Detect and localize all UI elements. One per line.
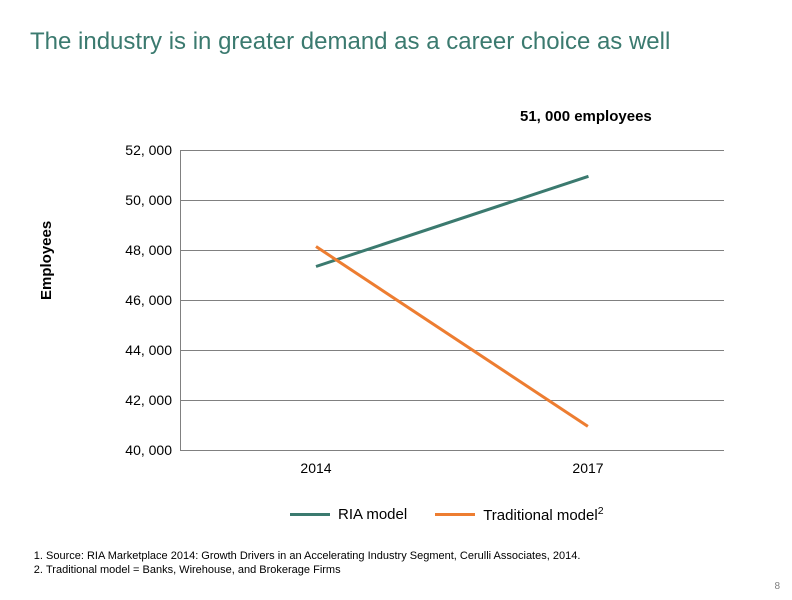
gridline (180, 150, 724, 151)
y-tick-label: 52, 000 (72, 142, 172, 158)
y-axis-line (180, 150, 181, 450)
y-tick-label: 40, 000 (72, 442, 172, 458)
legend-label: RIA model (338, 506, 407, 523)
legend: RIA model Traditional model2 (290, 505, 604, 524)
legend-item: Traditional model2 (435, 505, 603, 524)
y-tick-label: 42, 000 (72, 392, 172, 408)
legend-label: Traditional model2 (483, 505, 603, 524)
y-axis-title: Employees (38, 221, 55, 300)
plot-area: 40, 00042, 00044, 00046, 00048, 00050, 0… (180, 150, 724, 450)
chart-container: 40, 000 42, 000 44, 000 46, 000 48, 000 50, 0… (60, 120, 740, 490)
series-line (316, 175, 589, 268)
y-tick-label: 48, 000 (72, 242, 172, 258)
footnote-item: Traditional model = Banks, Wirehouse, an… (46, 564, 580, 576)
legend-swatch (435, 513, 475, 516)
y-tick-label: 50, 000 (72, 192, 172, 208)
gridline (180, 250, 724, 251)
legend-item: RIA model (290, 506, 407, 523)
y-tick-label: 46, 000 (72, 292, 172, 308)
gridline (180, 200, 724, 201)
footnotes: Source: RIA Marketplace 2014: Growth Dri… (30, 548, 580, 578)
gridline (180, 350, 724, 351)
x-tick-label: 2014 (300, 460, 331, 476)
gridline (180, 300, 724, 301)
x-tick-label: 2017 (572, 460, 603, 476)
y-tick-label: 44, 000 (72, 342, 172, 358)
legend-swatch (290, 513, 330, 516)
page-number: 8 (774, 581, 780, 592)
gridline (180, 450, 724, 451)
gridline (180, 400, 724, 401)
page-title: The industry is in greater demand as a c… (30, 28, 670, 56)
footnote-item: Source: RIA Marketplace 2014: Growth Dri… (46, 550, 580, 562)
